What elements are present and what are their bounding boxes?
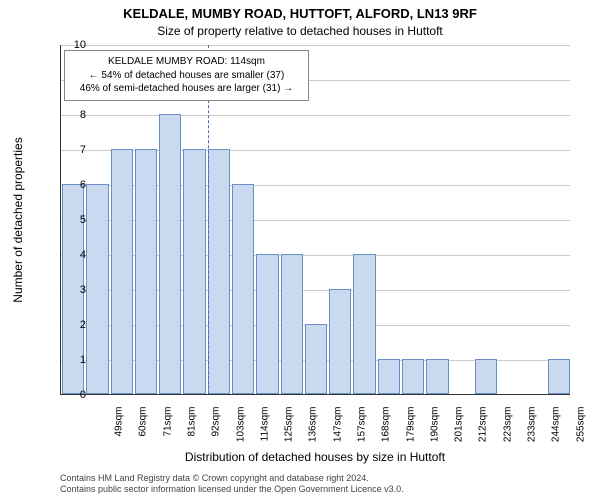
y-tick: 0 — [46, 389, 86, 401]
bar — [111, 149, 133, 394]
gridline — [61, 115, 570, 116]
annotation-box: KELDALE MUMBY ROAD: 114sqm← 54% of detac… — [64, 50, 309, 101]
x-tick: 125sqm — [284, 407, 295, 457]
bar — [183, 149, 205, 394]
y-tick: 5 — [46, 214, 86, 226]
x-tick: 244sqm — [551, 407, 562, 457]
x-tick: 212sqm — [478, 407, 489, 457]
y-tick: 6 — [46, 179, 86, 191]
chart-title-sub: Size of property relative to detached ho… — [0, 24, 600, 38]
bar — [135, 149, 157, 394]
annotation-line: KELDALE MUMBY ROAD: 114sqm — [73, 55, 300, 69]
bar — [256, 254, 278, 394]
bar — [208, 149, 230, 394]
footer-line-1: Contains HM Land Registry data © Crown c… — [60, 473, 570, 485]
x-tick: 233sqm — [527, 407, 538, 457]
y-tick: 1 — [46, 354, 86, 366]
x-tick: 147sqm — [332, 407, 343, 457]
x-tick: 103sqm — [235, 407, 246, 457]
x-tick: 157sqm — [357, 407, 368, 457]
y-tick: 8 — [46, 109, 86, 121]
y-tick: 3 — [46, 284, 86, 296]
annotation-line: 46% of semi-detached houses are larger (… — [73, 82, 300, 96]
x-tick: 49sqm — [114, 407, 125, 457]
bar — [378, 359, 400, 394]
bar — [159, 114, 181, 394]
bar — [426, 359, 448, 394]
x-tick: 190sqm — [429, 407, 440, 457]
x-tick: 201sqm — [454, 407, 465, 457]
x-tick: 255sqm — [575, 407, 586, 457]
x-tick: 168sqm — [381, 407, 392, 457]
bar — [329, 289, 351, 394]
y-tick: 7 — [46, 144, 86, 156]
bar — [353, 254, 375, 394]
chart-title-main: KELDALE, MUMBY ROAD, HUTTOFT, ALFORD, LN… — [0, 6, 600, 21]
annotation-line: ← 54% of detached houses are smaller (37… — [73, 69, 300, 83]
y-tick: 4 — [46, 249, 86, 261]
footer-attribution: Contains HM Land Registry data © Crown c… — [60, 473, 570, 496]
x-tick: 60sqm — [138, 407, 149, 457]
bar — [402, 359, 424, 394]
bar — [475, 359, 497, 394]
x-tick: 136sqm — [308, 407, 319, 457]
x-tick: 223sqm — [502, 407, 513, 457]
x-tick: 71sqm — [162, 407, 173, 457]
x-tick: 179sqm — [405, 407, 416, 457]
bar — [86, 184, 108, 394]
x-tick: 92sqm — [211, 407, 222, 457]
footer-line-2: Contains public sector information licen… — [60, 484, 570, 496]
bar — [305, 324, 327, 394]
gridline — [61, 45, 570, 46]
bar — [232, 184, 254, 394]
y-axis-label: Number of detached properties — [11, 137, 25, 302]
x-tick: 114sqm — [259, 407, 270, 457]
bar — [548, 359, 570, 394]
bar — [281, 254, 303, 394]
x-axis-label: Distribution of detached houses by size … — [60, 450, 570, 464]
y-tick: 2 — [46, 319, 86, 331]
figure: KELDALE, MUMBY ROAD, HUTTOFT, ALFORD, LN… — [0, 0, 600, 500]
x-tick: 81sqm — [187, 407, 198, 457]
